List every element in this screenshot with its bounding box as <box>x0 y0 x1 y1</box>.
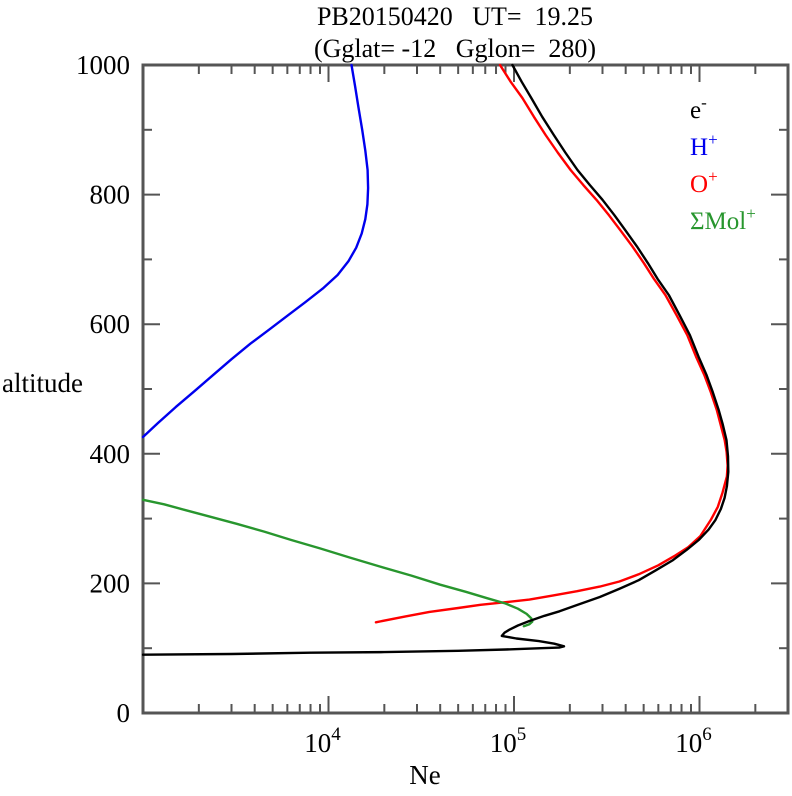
x-axis-ticks: 104 105 106 <box>197 65 757 758</box>
plot-frame <box>141 63 790 715</box>
legend: e- H+ O+ ΣMol+ <box>690 93 756 235</box>
curve-mol-plus <box>141 498 534 628</box>
y-axis-ticks: 0 200 400 600 800 1000 <box>76 50 788 728</box>
curve-h-plus <box>141 63 370 439</box>
legend-item-electron: e- <box>690 93 707 124</box>
y-tick-label: 600 <box>90 309 131 339</box>
y-tick-label: 200 <box>90 568 131 598</box>
legend-item-o-plus: O+ <box>690 167 718 198</box>
legend-item-mol-plus: ΣMol+ <box>690 204 756 235</box>
x-axis-label: Ne <box>409 760 440 790</box>
y-tick-label: 0 <box>117 698 131 728</box>
x-tick-label: 104 <box>304 724 341 758</box>
y-tick-label: 400 <box>90 439 131 469</box>
x-tick-label: 105 <box>490 724 527 758</box>
y-tick-label: 800 <box>90 180 131 210</box>
y-tick-label: 1000 <box>76 50 130 80</box>
curve-o-plus <box>374 63 729 624</box>
y-axis-label: altitude <box>2 368 83 398</box>
curves <box>141 63 730 656</box>
curve-electron <box>141 63 730 656</box>
legend-item-h-plus: H+ <box>690 130 718 161</box>
chart-subtitle: (Gglat= -12 Gglon= 280) <box>313 34 597 63</box>
x-tick-label: 106 <box>675 724 712 758</box>
chart-title: PB20150420 UT= 19.25 <box>316 2 594 31</box>
